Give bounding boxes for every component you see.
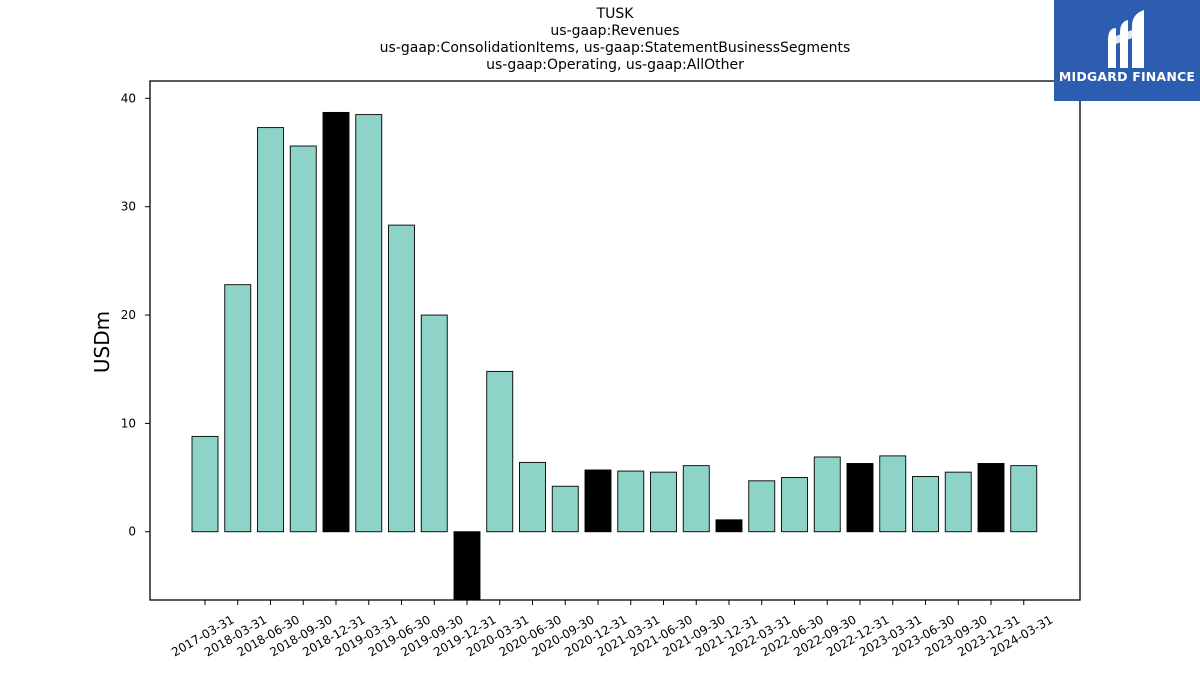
bar-2022-09-30 [813,456,841,533]
bar-2021-03-31 [617,470,645,533]
title-line-concept: us-gaap:Revenues [550,23,680,39]
title-line-ticker: TUSK [596,6,634,22]
y-tick-label: 40 [121,91,136,105]
bar-2019-03-31 [355,114,383,533]
y-tick-label: 0 [128,525,136,539]
bar-2020-06-30 [519,461,546,533]
bar-2021-09-30 [682,465,710,533]
bar-2019-12-31 [453,531,481,601]
bar-2019-06-30 [388,224,415,533]
x-axis: 2017-03-312018-03-312018-06-302018-09-30… [169,600,1055,659]
bar-2020-09-30 [551,485,579,533]
brand-name: MIDGARD FINANCE [1058,69,1196,84]
bar-2018-09-30 [289,145,317,533]
y-tick-label: 30 [121,200,136,214]
bar-2020-03-31 [486,370,514,533]
bar-2024-03-31 [1010,465,1038,533]
title-line-members: us-gaap:Operating, us-gaap:AllOther [486,57,744,73]
bar-2023-09-30 [944,471,972,533]
bar-2022-03-31 [748,480,776,533]
bar-2021-12-31 [715,519,743,533]
bar-2023-12-31 [977,463,1005,533]
bar-2021-06-30 [650,471,677,533]
y-tick-label: 10 [121,416,136,430]
bar-2018-12-31 [322,111,350,533]
y-tick-label: 20 [121,308,136,322]
midgard-m-logo-icon [1108,10,1144,68]
bars-group [191,111,1038,601]
bar-2023-06-30 [912,476,939,533]
bar-2018-03-31 [224,284,252,533]
bar-2018-06-30 [257,127,284,533]
title-line-axis: us-gaap:ConsolidationItems, us-gaap:Stat… [379,40,851,56]
bar-2022-06-30 [781,477,808,533]
bar-2017-03-31 [191,435,219,533]
brand-logo: MIDGARD FINANCE [1054,0,1200,101]
plot-frame [149,80,1081,601]
bar-2020-12-31 [584,469,612,533]
bar-2023-03-31 [879,455,907,533]
bar-2022-12-31 [846,463,874,533]
y-axis: 0 10 20 30 40 [121,91,150,539]
chart-title: TUSK us-gaap:Revenues us-gaap:Consolidat… [0,6,1200,74]
bar-2019-09-30 [420,314,448,533]
y-axis-title: USDm [90,311,114,373]
